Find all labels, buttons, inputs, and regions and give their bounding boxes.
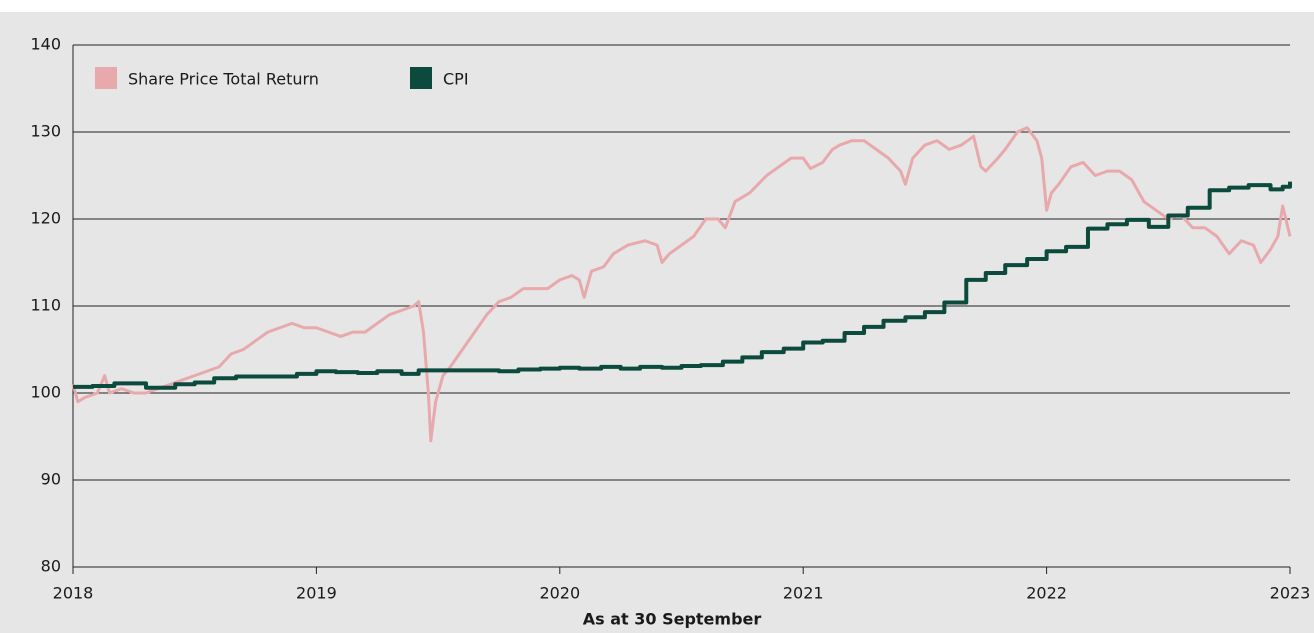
- y-tick-label: 130: [30, 122, 61, 141]
- y-tick-label: 90: [41, 470, 61, 489]
- x-tick-label: 2019: [296, 584, 337, 603]
- x-tick-label: 2020: [539, 584, 580, 603]
- y-tick-label: 80: [41, 557, 61, 576]
- line-series: [73, 181, 1292, 390]
- x-tick-label: 2023: [1270, 584, 1311, 603]
- x-tick-label: 2018: [53, 584, 94, 603]
- chart-background: [0, 12, 1314, 633]
- y-tick-label: 100: [30, 383, 61, 402]
- line-series: [71, 126, 1292, 443]
- x-axis-label: As at 30 September: [583, 610, 762, 629]
- legend-label: Share Price Total Return: [128, 70, 319, 89]
- y-tick-label: 110: [30, 296, 61, 315]
- legend-swatch: [410, 67, 432, 89]
- legend-swatch: [95, 67, 117, 89]
- legend-label: CPI: [443, 70, 469, 89]
- y-tick-label: 120: [30, 209, 61, 228]
- x-tick-label: 2022: [1026, 584, 1067, 603]
- y-tick-label: 140: [30, 35, 61, 54]
- x-tick-label: 2021: [783, 584, 824, 603]
